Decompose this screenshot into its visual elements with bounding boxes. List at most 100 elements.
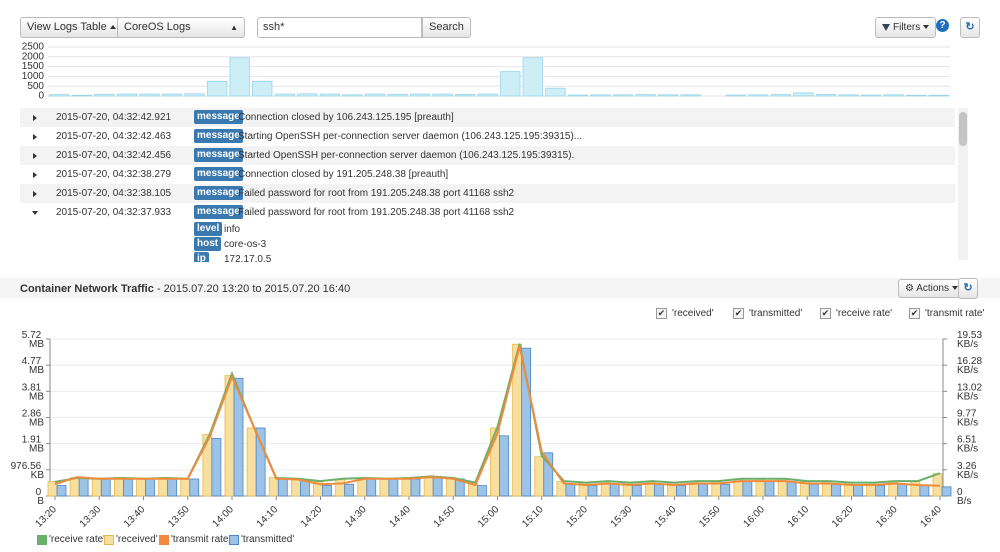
- log-row[interactable]: 2015-07-20, 04:32:38.279 message Connectio…: [20, 165, 955, 184]
- expand-caret[interactable]: [33, 153, 37, 159]
- bar: [299, 479, 310, 497]
- series-checkbox[interactable]: ✔: [909, 308, 920, 319]
- bar: [145, 478, 155, 497]
- histogram-bar: [477, 93, 498, 97]
- log-time: 2015-07-20, 04:32:42.456: [56, 150, 172, 161]
- log-text: Connection closed by 106.243.125.195 [pr…: [238, 112, 454, 123]
- bar: [167, 478, 178, 497]
- y2-tick-label: 6.51 KB/s: [957, 434, 979, 454]
- histogram-bar: [928, 94, 949, 97]
- legend-item[interactable]: 'transmit rate': [159, 535, 230, 545]
- bar: [122, 478, 133, 497]
- x-tick-label: 16:20: [830, 504, 856, 530]
- y-tick-label: 3.81 MB: [22, 382, 45, 402]
- y2-tick-label: 13.02 KB/s: [957, 382, 985, 402]
- refresh-button[interactable]: ↻: [960, 17, 980, 38]
- bar: [56, 485, 67, 497]
- expand-caret[interactable]: [32, 211, 38, 215]
- y2-tick-label: 19.53 KB/s: [957, 330, 985, 350]
- histogram-bar: [139, 93, 160, 97]
- log-row[interactable]: 2015-07-20, 04:32:42.456 message Started O…: [20, 146, 955, 165]
- expand-caret[interactable]: [33, 191, 37, 197]
- bar: [676, 485, 686, 497]
- filters-button[interactable]: Filters: [875, 17, 937, 38]
- expand-caret[interactable]: [33, 115, 37, 121]
- query-input[interactable]: ssh*: [257, 17, 422, 38]
- bar: [521, 347, 532, 497]
- legend-item[interactable]: 'received': [104, 535, 158, 545]
- log-text: Starting OpenSSH per-connection server d…: [238, 131, 583, 142]
- histogram-bar: [567, 94, 589, 97]
- bar: [543, 452, 554, 497]
- legend-label: 'transmitted': [241, 534, 295, 545]
- x-tick-label: 14:50: [432, 504, 458, 530]
- bar: [698, 483, 709, 497]
- bar: [189, 478, 200, 497]
- help-icon[interactable]: ?: [936, 19, 949, 32]
- x-tick-label: 15:10: [520, 504, 546, 530]
- refresh-button[interactable]: ↻: [958, 278, 978, 299]
- query-text: ssh*: [263, 21, 285, 33]
- y-tick-label: 2.86 MB: [22, 408, 45, 428]
- series-checkbox[interactable]: ✔: [733, 308, 744, 319]
- log-text: Failed password for root from 191.205.24…: [238, 188, 515, 199]
- bar: [388, 478, 399, 497]
- log-row[interactable]: 2015-07-20, 04:32:38.105 message Failed pa…: [20, 184, 955, 203]
- bar: [875, 485, 886, 497]
- x-tick-label: 15:30: [609, 504, 635, 530]
- legend-swatch: [229, 535, 239, 545]
- histogram-bar: [94, 93, 115, 97]
- expand-caret[interactable]: [33, 172, 37, 178]
- series-checkbox[interactable]: ✔: [656, 308, 667, 319]
- bar: [322, 485, 332, 497]
- y-tick-label: 2000: [22, 51, 45, 62]
- histogram-bar: [364, 93, 386, 97]
- panel-title: Container Network Traffic - 2015.07.20 1…: [20, 283, 350, 295]
- bar: [410, 478, 421, 497]
- select-label: CoreOS Logs: [124, 21, 191, 33]
- series-toggle-label: 'transmit rate': [925, 308, 985, 319]
- legend-item[interactable]: 'transmitted': [229, 535, 294, 545]
- source-select[interactable]: CoreOS Logs ▲: [117, 17, 245, 38]
- y-tick-label: 1500: [22, 61, 45, 72]
- bar: [268, 477, 279, 497]
- field-badge: host: [194, 237, 222, 251]
- bar: [534, 456, 545, 497]
- chart-subtitle: - 2015.07.20 13:20 to 2015.07.20 16:40: [156, 283, 351, 295]
- log-row[interactable]: 2015-07-20, 04:32:42.463 message Starting …: [20, 127, 955, 146]
- search-button[interactable]: Search: [422, 17, 471, 38]
- x-tick-label: 15:00: [476, 504, 502, 530]
- y-tick-label: 0: [38, 91, 44, 102]
- log-time: 2015-07-20, 04:32:38.279: [56, 169, 172, 180]
- bar: [808, 483, 819, 497]
- log-text: Failed password for root from 191.205.24…: [238, 207, 515, 218]
- y2-tick-label: 0 B/s: [957, 487, 971, 507]
- y-tick-label: 1.91 MB: [22, 434, 45, 454]
- actions-button[interactable]: ⚙ Actions: [898, 279, 965, 298]
- legend-item[interactable]: 'receive rate': [37, 535, 105, 545]
- chart-title: Container Network Traffic: [20, 283, 154, 295]
- bar: [401, 477, 412, 497]
- log-row[interactable]: 2015-07-20, 04:32:37.933 message Failed pa…: [20, 203, 955, 222]
- log-row[interactable]: 2015-07-20, 04:32:42.921 message Connectio…: [20, 108, 955, 127]
- view-logs-button[interactable]: View Logs Table: [20, 17, 123, 38]
- field-badge: ip: [194, 252, 209, 262]
- histogram-bar: [297, 93, 318, 97]
- y-tick-label: 976.56 KB: [11, 460, 45, 480]
- histogram-bar: [748, 94, 769, 97]
- x-tick-label: 16:40: [919, 504, 945, 530]
- scrollbar[interactable]: [958, 108, 968, 260]
- histogram-bar: [657, 94, 679, 97]
- y-tick-label: 1000: [22, 71, 45, 82]
- bar: [233, 377, 244, 497]
- series-checkbox[interactable]: ✔: [820, 308, 831, 319]
- bar: [631, 485, 642, 497]
- histogram-bar: [906, 94, 927, 97]
- expand-caret[interactable]: [33, 134, 37, 140]
- field-row: ip 172.17.0.5: [20, 250, 620, 262]
- y-tick-label: 5.72 MB: [22, 330, 45, 350]
- histogram-bar: [184, 93, 205, 97]
- bar: [246, 427, 257, 497]
